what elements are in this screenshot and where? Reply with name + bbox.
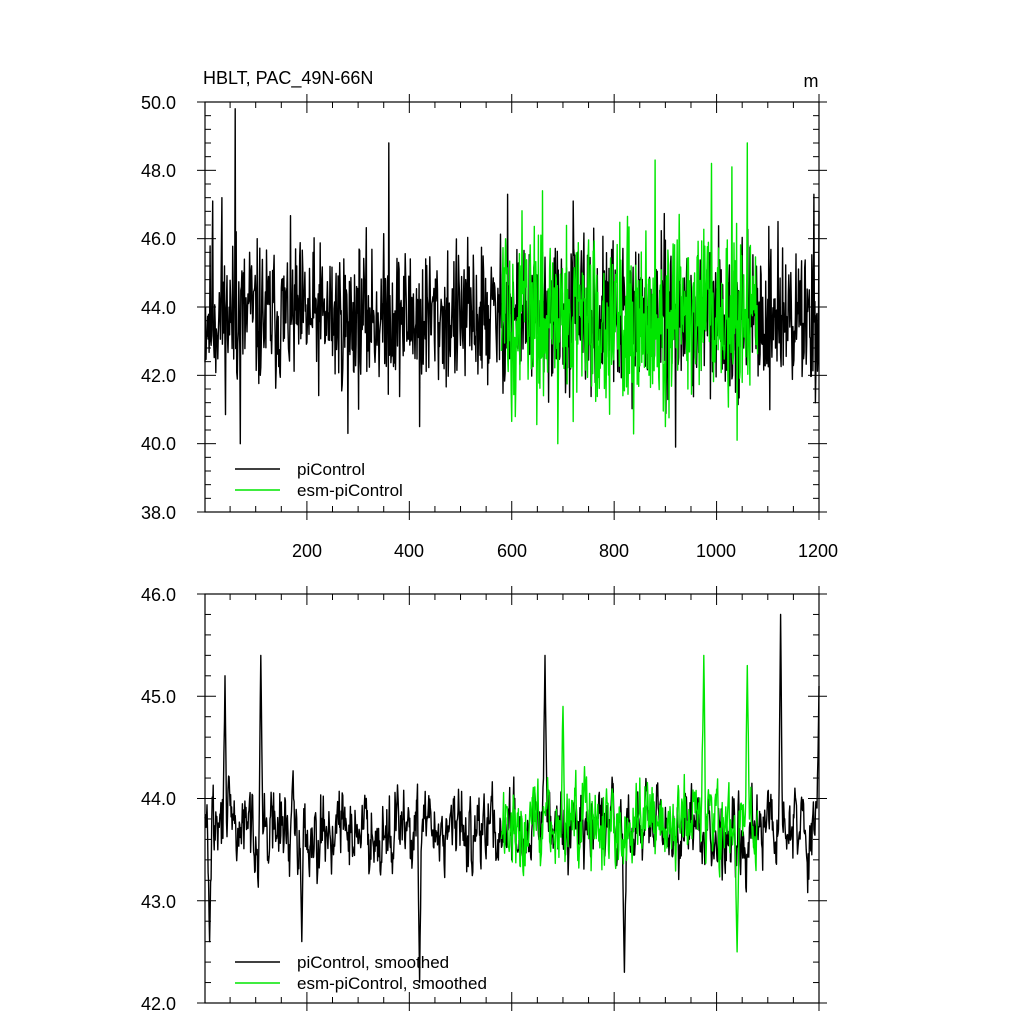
legend-label-esm-picontrol: esm-piControl — [297, 481, 403, 500]
y-tick-label: 43.0 — [141, 892, 176, 912]
x-tick-labels: 200 400 600 800 1000 1200 — [292, 541, 838, 561]
x-tick-label: 400 — [394, 541, 424, 561]
bottom-series-lines — [204, 613, 820, 984]
y-tick-label: 38.0 — [141, 503, 176, 523]
top-series-lines — [204, 108, 820, 448]
top-panel: HBLT, PAC_49N-66N m piControl esm-piCont… — [141, 68, 838, 561]
y-tick-label: 44.0 — [141, 789, 176, 809]
series-line-picontrol-smoothed — [204, 613, 820, 984]
y-tick-label: 44.0 — [141, 298, 176, 318]
series-line-esm-picontrol — [500, 142, 759, 445]
series-line-esm-picontrol-smoothed — [500, 654, 759, 953]
x-tick-label: 600 — [497, 541, 527, 561]
bottom-legend: piControl, smoothed esm-piControl, smoot… — [235, 953, 487, 993]
legend-label-picontrol: piControl — [297, 460, 365, 479]
x-tick-label: 200 — [292, 541, 322, 561]
y-tick-label: 50.0 — [141, 93, 176, 113]
y-tick-label: 48.0 — [141, 161, 176, 181]
y-tick-label: 42.0 — [141, 994, 176, 1014]
y-tick-label: 42.0 — [141, 366, 176, 386]
plot-frame — [204, 593, 820, 1004]
bottom-y-tick-labels: 46.0 45.0 44.0 43.0 42.0 — [141, 585, 176, 1014]
chart-title: HBLT, PAC_49N-66N — [203, 68, 373, 89]
top-ticks — [197, 94, 827, 520]
bottom-panel: piControl, smoothed esm-piControl, smoot… — [141, 585, 827, 1014]
top-legend: piControl esm-piControl — [235, 460, 403, 500]
x-tick-label: 1200 — [798, 541, 838, 561]
legend-label-esm-picontrol-smoothed: esm-piControl, smoothed — [297, 974, 487, 993]
y-tick-label: 46.0 — [141, 229, 176, 249]
legend-label-picontrol-smoothed: piControl, smoothed — [297, 953, 449, 972]
top-y-tick-labels: 50.0 48.0 46.0 44.0 42.0 40.0 38.0 — [141, 93, 176, 523]
y-tick-label: 40.0 — [141, 434, 176, 454]
x-tick-label: 800 — [599, 541, 629, 561]
y-tick-label: 45.0 — [141, 687, 176, 707]
bottom-ticks — [197, 586, 827, 1011]
units-label: m — [804, 71, 819, 91]
y-tick-label: 46.0 — [141, 585, 176, 605]
x-tick-label: 1000 — [696, 541, 736, 561]
